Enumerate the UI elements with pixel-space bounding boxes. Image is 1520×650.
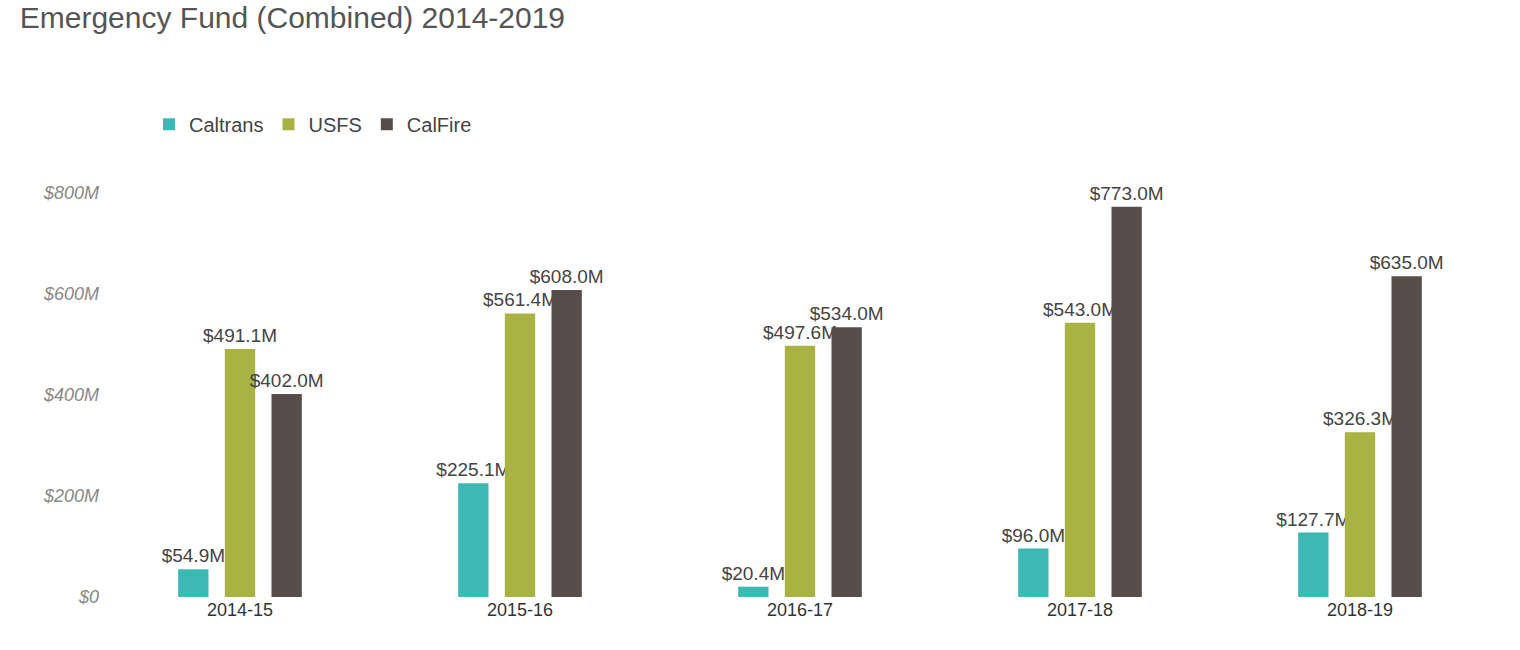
svg-text:$497.6M: $497.6M	[763, 322, 837, 343]
svg-text:$561.4M: $561.4M	[483, 289, 557, 310]
svg-text:$534.0M: $534.0M	[810, 303, 884, 324]
svg-text:$0: $0	[78, 587, 99, 607]
svg-text:USFS: USFS	[308, 114, 361, 136]
svg-text:$326.3M: $326.3M	[1323, 408, 1397, 429]
svg-text:$96.0M: $96.0M	[1002, 525, 1065, 546]
svg-text:$773.0M: $773.0M	[1090, 183, 1164, 204]
svg-text:$491.1M: $491.1M	[203, 325, 277, 346]
svg-text:$600M: $600M	[43, 284, 99, 304]
svg-text:2016-17: 2016-17	[767, 600, 833, 620]
svg-text:$200M: $200M	[43, 486, 99, 506]
svg-text:2014-15: 2014-15	[207, 600, 273, 620]
svg-text:Caltrans: Caltrans	[189, 114, 263, 136]
svg-text:$400M: $400M	[43, 385, 99, 405]
svg-text:$608.0M: $608.0M	[530, 266, 604, 287]
svg-text:$800M: $800M	[43, 183, 99, 203]
svg-text:2018-19: 2018-19	[1327, 600, 1393, 620]
svg-text:Emergency Fund (Combined) 2014: Emergency Fund (Combined) 2014-2019	[20, 1, 565, 34]
svg-text:$225.1M: $225.1M	[436, 459, 510, 480]
svg-text:$543.0M: $543.0M	[1043, 299, 1117, 320]
svg-text:CalFire: CalFire	[407, 114, 471, 136]
svg-text:$635.0M: $635.0M	[1370, 252, 1444, 273]
svg-text:2015-16: 2015-16	[487, 600, 553, 620]
svg-text:$20.4M: $20.4M	[722, 563, 785, 584]
svg-text:$127.7M: $127.7M	[1276, 509, 1350, 530]
svg-text:$402.0M: $402.0M	[250, 370, 324, 391]
svg-text:$54.9M: $54.9M	[162, 545, 225, 566]
svg-text:2017-18: 2017-18	[1047, 600, 1113, 620]
